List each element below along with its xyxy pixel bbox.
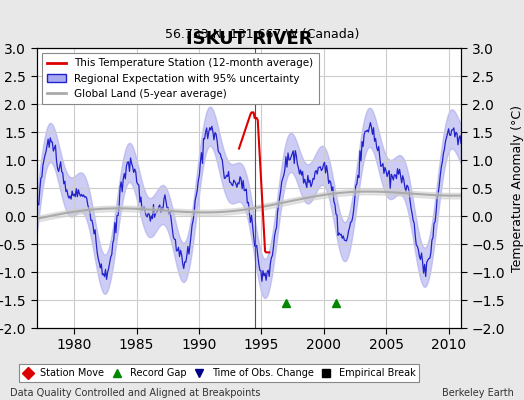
Text: Data Quality Controlled and Aligned at Breakpoints: Data Quality Controlled and Aligned at B… bbox=[10, 388, 261, 398]
Title: ISKUT RIVER: ISKUT RIVER bbox=[185, 30, 312, 48]
Legend: Station Move, Record Gap, Time of Obs. Change, Empirical Break: Station Move, Record Gap, Time of Obs. C… bbox=[19, 364, 419, 382]
Y-axis label: Temperature Anomaly (°C): Temperature Anomaly (°C) bbox=[511, 104, 523, 272]
Text: 56.733 N, 131.667 W (Canada): 56.733 N, 131.667 W (Canada) bbox=[165, 28, 359, 41]
Text: Berkeley Earth: Berkeley Earth bbox=[442, 388, 514, 398]
